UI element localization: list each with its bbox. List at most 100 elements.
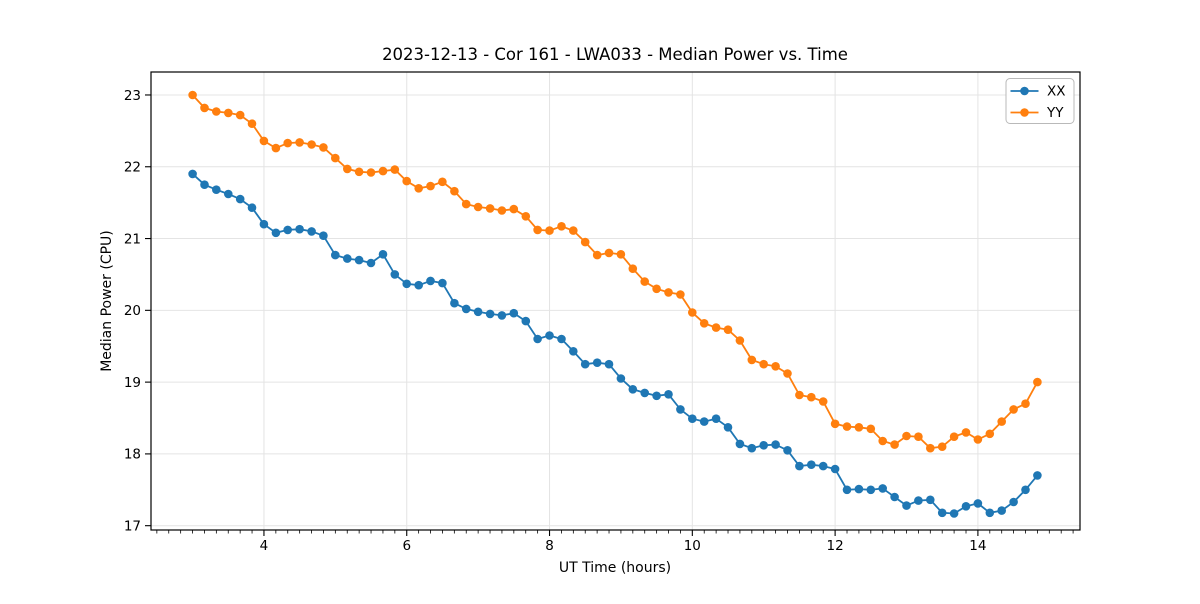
data-point-xx <box>366 258 376 268</box>
x-tick-label: 14 <box>969 538 986 554</box>
data-point-yy <box>580 237 590 247</box>
data-point-xx <box>711 414 721 424</box>
data-point-xx <box>343 254 352 263</box>
data-point-xx <box>616 374 626 383</box>
data-point-xx <box>569 347 578 356</box>
data-point-yy <box>271 143 281 153</box>
data-point-xx <box>283 225 293 235</box>
x-tick-label: 4 <box>260 538 269 554</box>
data-point-yy <box>319 143 328 152</box>
data-point-yy <box>473 202 483 212</box>
y-tick-label: 21 <box>124 231 141 247</box>
data-point-xx <box>842 485 852 495</box>
data-point-yy <box>914 432 923 442</box>
chart-title: 2023-12-13 - Cor 161 - LWA033 - Median P… <box>382 45 848 64</box>
data-point-yy <box>949 432 959 442</box>
data-point-xx <box>390 270 400 279</box>
data-point-yy <box>688 308 697 317</box>
data-point-xx <box>807 460 816 470</box>
data-point-yy <box>331 153 340 163</box>
y-tick-label: 19 <box>124 375 141 391</box>
data-point-xx <box>426 276 435 286</box>
data-point-yy <box>711 323 721 332</box>
data-point-yy <box>747 355 757 365</box>
data-point-xx <box>747 443 757 453</box>
data-point-yy <box>830 419 840 429</box>
data-point-yy <box>354 167 364 177</box>
data-point-yy <box>414 184 424 193</box>
data-point-xx <box>759 441 768 450</box>
data-point-xx <box>319 231 328 240</box>
data-point-xx <box>188 169 197 179</box>
legend-marker-yy <box>1020 108 1029 117</box>
data-point-xx <box>497 311 507 320</box>
data-point-xx <box>592 358 602 368</box>
data-point-xx <box>795 461 804 471</box>
x-tick-label: 10 <box>684 538 701 554</box>
data-point-yy <box>235 110 245 120</box>
legend-item-yy: YY <box>1010 105 1064 121</box>
data-point-xx <box>628 385 638 394</box>
data-point-yy <box>307 140 316 149</box>
data-point-yy <box>866 424 876 434</box>
data-point-xx <box>450 298 459 308</box>
data-point-xx <box>985 508 995 518</box>
data-point-xx <box>688 414 697 424</box>
data-point-xx <box>331 250 340 260</box>
data-point-xx <box>973 499 983 508</box>
data-point-yy <box>937 442 947 452</box>
data-point-yy <box>842 422 852 431</box>
data-point-yy <box>521 212 531 221</box>
data-point-yy <box>723 325 733 335</box>
data-point-yy <box>616 250 626 259</box>
data-point-xx <box>414 280 424 290</box>
plot-frame <box>150 71 1081 531</box>
data-point-xx <box>461 304 471 314</box>
data-point-xx <box>890 492 899 502</box>
data-point-xx <box>818 461 828 471</box>
data-point-yy <box>569 226 578 235</box>
data-point-yy <box>807 392 816 402</box>
data-point-yy <box>1033 377 1042 387</box>
y-tick-label: 18 <box>124 447 141 463</box>
data-point-yy <box>795 390 804 400</box>
x-tick-label: 8 <box>545 538 554 554</box>
data-point-yy <box>343 164 352 174</box>
x-axis-label: UT Time (hours) <box>559 560 671 576</box>
y-tick-label: 22 <box>124 160 141 176</box>
data-point-xx <box>271 228 281 238</box>
legend-item-xx: XX <box>1010 84 1066 100</box>
data-point-yy <box>259 136 269 146</box>
data-point-yy <box>461 199 471 209</box>
data-point-xx <box>580 359 590 369</box>
data-point-xx <box>830 464 840 474</box>
data-point-xx <box>235 194 245 204</box>
legend-label-yy: YY <box>1046 105 1064 121</box>
data-point-yy <box>545 226 554 235</box>
y-tick-label: 20 <box>124 303 141 319</box>
data-point-yy <box>212 107 221 116</box>
data-point-yy <box>485 204 495 213</box>
data-point-yy <box>878 436 887 446</box>
data-point-yy <box>973 435 983 444</box>
x-tick-label: 12 <box>827 538 844 554</box>
data-point-yy <box>818 397 828 406</box>
data-point-xx <box>212 185 221 194</box>
data-point-yy <box>509 204 519 214</box>
data-point-xx <box>259 219 269 229</box>
data-point-xx <box>521 316 531 326</box>
data-point-xx <box>604 359 614 369</box>
data-point-yy <box>366 168 376 177</box>
data-point-yy <box>985 429 995 439</box>
data-point-xx <box>997 506 1006 515</box>
data-point-yy <box>390 165 400 174</box>
data-point-xx <box>664 390 673 399</box>
data-point-yy <box>224 108 233 118</box>
data-point-xx <box>295 224 304 234</box>
data-point-xx <box>676 405 685 414</box>
data-point-yy <box>628 264 638 274</box>
data-point-yy <box>1009 405 1018 414</box>
data-point-yy <box>1021 399 1030 409</box>
y-axis-label: Median Power (CPU) <box>99 230 115 372</box>
data-point-yy <box>247 119 257 128</box>
